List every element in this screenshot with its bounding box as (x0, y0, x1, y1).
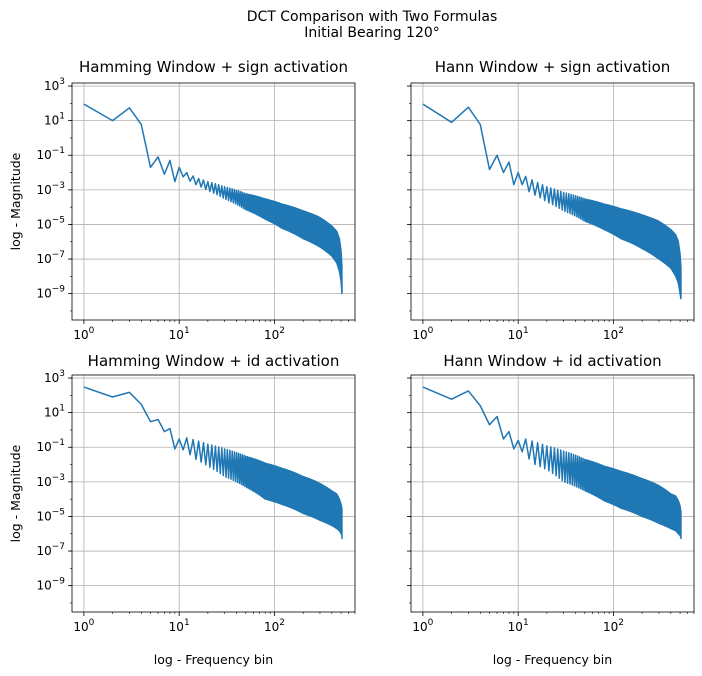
figure-suptitle-line1: DCT Comparison with Two Formulas (247, 9, 498, 25)
x-tick-label: 100 (412, 326, 433, 342)
series-line (83, 386, 343, 539)
panel-hann-sign: Hann Window + sign activation 100 101 102 (407, 58, 695, 342)
x-tick-label: 100 (73, 326, 94, 342)
y-tick-label: 10−1 (36, 438, 65, 454)
panel-hamming-id: Hamming Window + id activation 100 101 102… (8, 352, 356, 667)
x-tick-label: 101 (169, 326, 190, 342)
panel-title: Hamming Window + sign activation (79, 58, 348, 76)
axes-frame (410, 82, 695, 321)
y-axis-label: log - Magnitude (8, 444, 23, 542)
x-tick-label: 101 (508, 618, 529, 634)
x-tick-label: 101 (508, 326, 529, 342)
figure-suptitle-line2: Initial Bearing 120° (304, 25, 440, 41)
x-axis-label: log - Frequency bin (493, 652, 612, 667)
y-tick-label: 10−7 (36, 542, 65, 558)
y-axis-label: log - Magnitude (8, 152, 23, 250)
series-line (422, 103, 682, 300)
x-tick-label: 102 (603, 326, 624, 342)
y-tick-label: 10−9 (36, 577, 65, 593)
x-axis-label: log - Frequency bin (154, 652, 273, 667)
panel-title: Hann Window + sign activation (435, 58, 671, 76)
y-tick-label: 10−5 (36, 507, 65, 523)
y-tick-label: 10−7 (36, 250, 65, 266)
y-tick-label: 101 (44, 404, 65, 420)
y-tick-label: 10−9 (36, 285, 65, 301)
panel-title: Hamming Window + id activation (88, 352, 340, 370)
series-line (83, 103, 343, 295)
y-tick-label: 10−3 (36, 473, 65, 489)
panel-hamming-sign: Hamming Window + sign activation 100 101 1… (8, 58, 356, 342)
x-tick-label: 102 (603, 618, 624, 634)
axes-frame (410, 374, 695, 613)
panel-title: Hann Window + id activation (443, 352, 661, 370)
y-tick-label: 10−3 (36, 181, 65, 197)
x-tick-label: 101 (169, 618, 190, 634)
series-line (422, 386, 682, 540)
y-tick-label: 10−1 (36, 146, 65, 162)
y-tick-label: 103 (44, 77, 65, 93)
x-tick-label: 100 (412, 618, 433, 634)
axes-frame (71, 374, 356, 613)
x-tick-label: 102 (264, 618, 285, 634)
y-tick-label: 10−5 (36, 215, 65, 231)
axes-frame (71, 82, 356, 321)
y-tick-label: 103 (44, 369, 65, 385)
x-tick-label: 102 (264, 326, 285, 342)
panel-hann-id: Hann Window + id activation 100 101 102 log… (407, 352, 695, 667)
x-tick-label: 100 (73, 618, 94, 634)
y-tick-label: 101 (44, 112, 65, 128)
